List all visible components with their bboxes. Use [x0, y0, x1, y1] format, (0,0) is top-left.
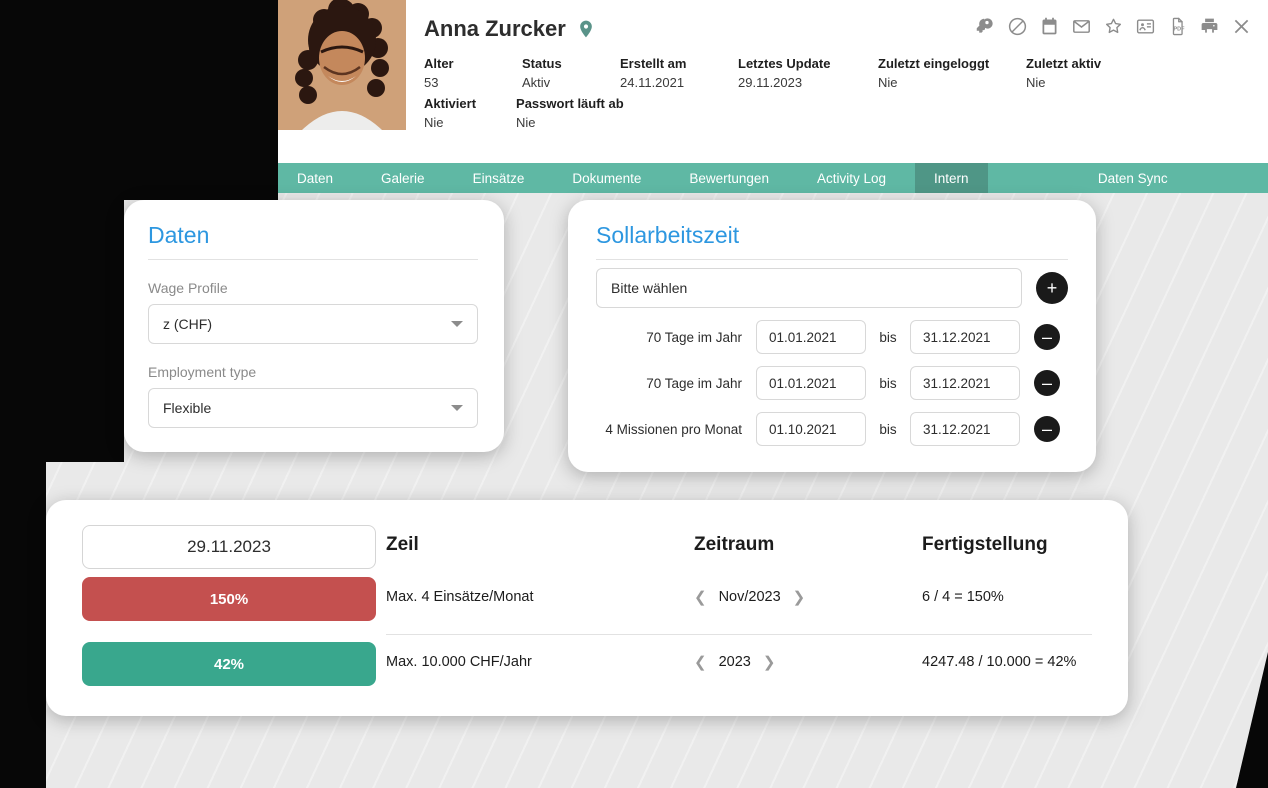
svg-text:PDF: PDF	[1173, 26, 1185, 32]
